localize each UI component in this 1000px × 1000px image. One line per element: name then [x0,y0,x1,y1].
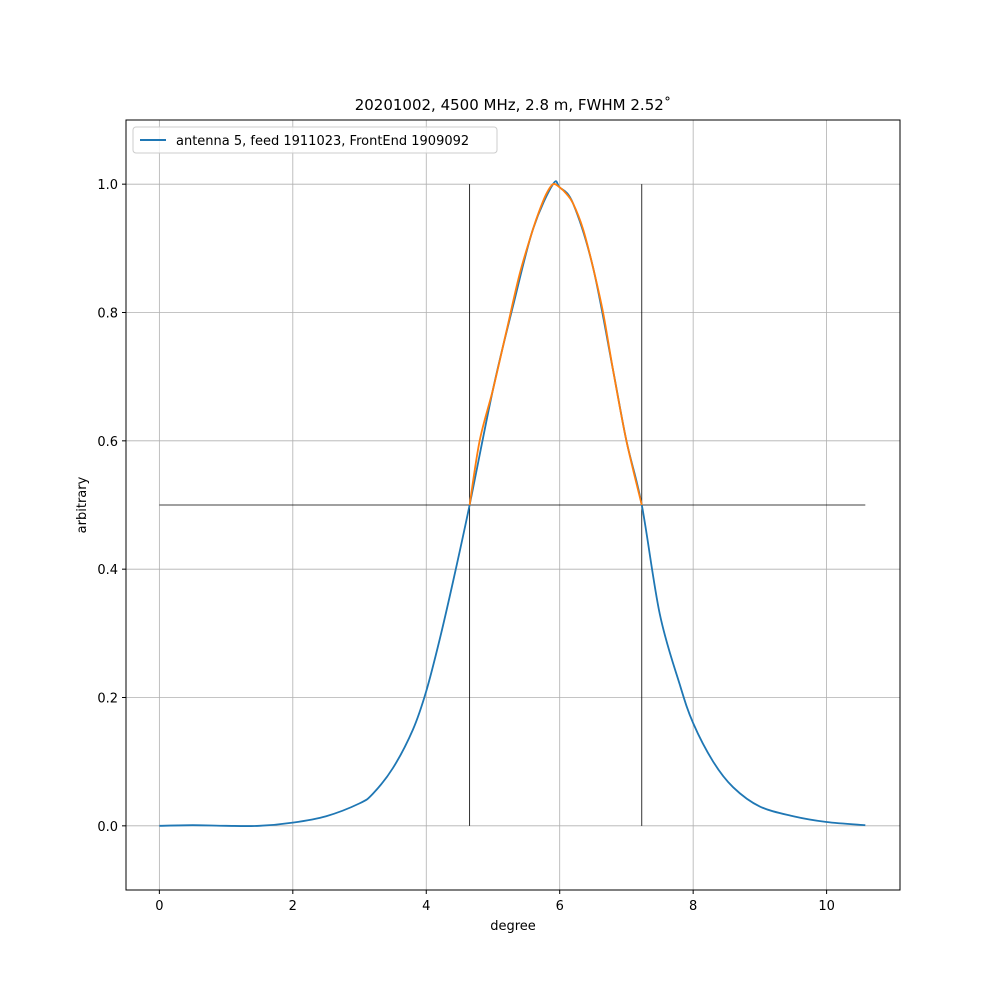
x-tick-label: 0 [155,899,163,914]
legend-box [132,126,498,154]
ticks-layer: 0 2 4 6 8 10 0.0 0.2 0.4 0.6 0.8 1.0 [97,178,835,914]
x-tick-label: 2 [289,899,297,914]
x-tick-label: 4 [422,899,430,914]
x-tick-label: 10 [818,899,835,914]
plot-frame [125,119,901,891]
legend: antenna 5, feed 1911023, FrontEnd 190909… [132,126,498,154]
series-layer [159,180,866,827]
beam-main-lobe-line [468,183,643,506]
y-tick-label: 0.0 [97,820,118,835]
y-axis-label: arbitrary [75,476,90,533]
y-tick-label: 0.2 [97,692,118,707]
y-tick-label: 0.8 [97,307,118,322]
x-tick-label: 6 [556,899,564,914]
x-tick-label: 8 [689,899,697,914]
chart-title: 20201002, 4500 MHz, 2.8 m, FWHM 2.52˚ [355,96,672,114]
y-tick-label: 1.0 [97,178,118,193]
y-tick-label: 0.6 [97,435,118,450]
y-tick-label: 0.4 [97,563,118,578]
legend-entry-label: antenna 5, feed 1911023, FrontEnd 190909… [176,134,469,149]
x-axis-label: degree [490,919,536,934]
